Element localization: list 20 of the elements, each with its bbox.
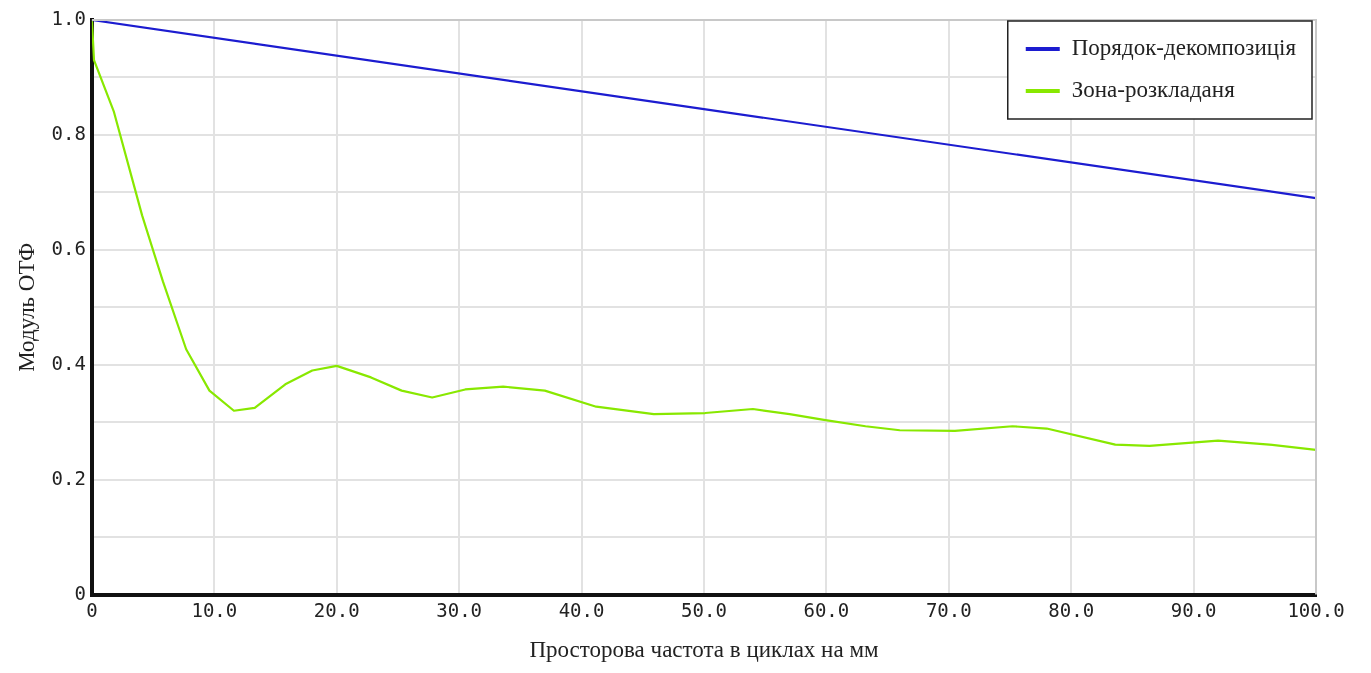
- y-tick-label: 0.2: [51, 466, 86, 489]
- x-tick-label: 50.0: [681, 598, 727, 621]
- y-tick-label: 0: [74, 581, 86, 604]
- y-tick-label: 1.0: [51, 6, 86, 29]
- x-tick-label: 70.0: [925, 598, 972, 621]
- y-tick-label: 0.4: [51, 351, 86, 374]
- x-tick-label: 30.0: [436, 598, 483, 621]
- x-tick-label: 60.0: [803, 598, 850, 621]
- x-tick-label: 40.0: [558, 598, 605, 621]
- y-tick-label: 0.8: [51, 121, 86, 144]
- legend-label: Зона-розкладаня: [1071, 77, 1236, 103]
- y-tick-label: 0.6: [51, 236, 86, 259]
- x-tick-label: 100.0: [1287, 598, 1345, 621]
- y-axis-title: Модуль ОТФ: [13, 242, 39, 372]
- legend-label: Порядок-декомпозиція: [1071, 35, 1297, 61]
- x-tick-label: 80.0: [1048, 598, 1095, 621]
- x-tick-label: 20.0: [313, 598, 360, 621]
- x-tick-label: 10.0: [191, 598, 238, 621]
- x-tick-label: 90.0: [1170, 598, 1217, 621]
- x-axis-title: Просторова частота в циклах на мм: [529, 637, 879, 663]
